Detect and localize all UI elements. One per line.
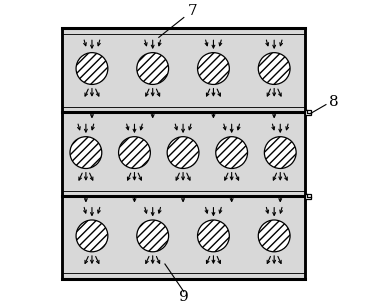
Bar xyxy=(305,110,311,115)
Text: 7: 7 xyxy=(188,4,198,18)
Circle shape xyxy=(198,52,229,84)
Circle shape xyxy=(137,52,169,84)
Circle shape xyxy=(258,220,290,252)
Circle shape xyxy=(198,220,229,252)
Circle shape xyxy=(216,137,247,169)
Circle shape xyxy=(137,220,169,252)
Circle shape xyxy=(119,137,151,169)
Text: 8: 8 xyxy=(329,95,339,109)
Bar xyxy=(305,194,311,199)
Circle shape xyxy=(70,137,102,169)
Circle shape xyxy=(258,52,290,84)
Circle shape xyxy=(76,52,108,84)
Circle shape xyxy=(264,137,296,169)
Circle shape xyxy=(167,137,199,169)
Bar xyxy=(62,28,305,279)
Circle shape xyxy=(76,220,108,252)
Text: 9: 9 xyxy=(179,290,189,304)
